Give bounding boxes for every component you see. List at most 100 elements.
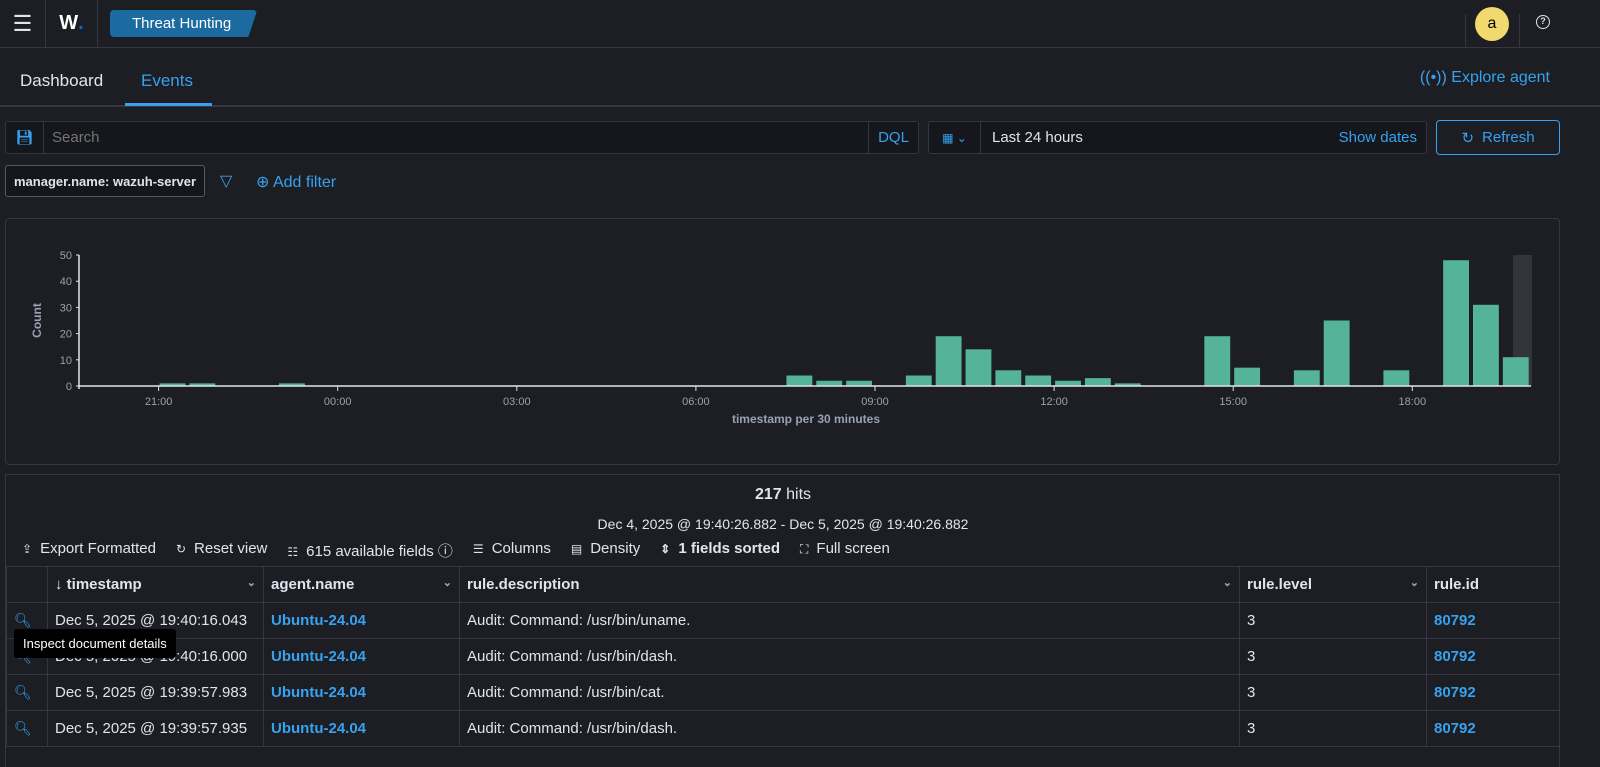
help-icon[interactable]: ?	[1536, 15, 1550, 29]
chevron-down-icon[interactable]: ⌄	[1409, 577, 1419, 589]
export-formatted-button[interactable]: ⇪ Export Formatted	[22, 540, 156, 561]
header-label: rule.level	[1247, 576, 1313, 593]
reset-icon: ↻	[175, 542, 187, 556]
save-query-icon[interactable]: 💾︎	[6, 122, 44, 153]
tooltip: Inspect document details	[14, 629, 176, 658]
x-tick-label: 21:00	[145, 396, 173, 408]
filter-icon[interactable]: ▽	[220, 173, 233, 190]
inspect-cell: 🔍︎	[6, 710, 48, 747]
rule-id-link[interactable]: 80792	[1434, 648, 1476, 665]
chevron-down-icon[interactable]: ⌄	[1222, 577, 1232, 589]
column-header-rule-level[interactable]: rule.level ⌄	[1239, 566, 1427, 603]
reset-label: Reset view	[194, 540, 268, 557]
reset-view-button[interactable]: ↻ Reset view	[176, 540, 267, 561]
bar	[1234, 367, 1261, 386]
tab-events[interactable]: Events	[141, 71, 193, 90]
rule-description-cell: Audit: Command: /usr/bin/dash.	[459, 710, 1240, 747]
wazuh-logo[interactable]: W.	[46, 0, 98, 48]
available-fields-button[interactable]: ☷ 615 available fields ⓘ	[287, 540, 453, 561]
avatar[interactable]: a	[1475, 7, 1509, 41]
sort-icon: ⇕	[660, 542, 671, 556]
chevron-down-icon[interactable]: ⌄	[246, 577, 256, 589]
active-tab-indicator	[125, 103, 212, 106]
inspect-document-icon[interactable]: 🔍︎	[14, 684, 32, 700]
tab-dashboard[interactable]: Dashboard	[20, 71, 104, 90]
events-table: ↓ timestamp ⌄ agent.name ⌄ rule.descriptio…	[6, 566, 1560, 747]
add-filter-label: Add filter	[272, 174, 337, 191]
bar	[816, 380, 843, 386]
refresh-label: Refresh	[1482, 129, 1535, 146]
bar	[1204, 336, 1231, 386]
divider	[1519, 14, 1520, 48]
x-tick-label: 03:00	[503, 396, 531, 408]
antenna-icon: ((•))	[1419, 69, 1452, 86]
rule-level-cell: 3	[1239, 602, 1427, 639]
header-label: rule.id	[1434, 576, 1480, 593]
sort-fields-button[interactable]: ⇕ 1 fields sorted	[660, 540, 780, 561]
breadcrumb[interactable]: Threat Hunting	[110, 10, 258, 37]
sort-label: 1 fields sorted	[678, 540, 781, 557]
column-header-rule-description[interactable]: rule.description ⌄	[459, 566, 1240, 603]
agent-name-cell: Ubuntu-24.04	[263, 710, 460, 747]
explore-agent-button[interactable]: ((•)) Explore agent	[1420, 69, 1550, 87]
columns-button[interactable]: ☰ Columns	[473, 540, 551, 561]
column-header-timestamp[interactable]: ↓ timestamp ⌄	[47, 566, 264, 603]
column-header-agent-name[interactable]: agent.name ⌄	[263, 566, 460, 603]
filter-pill[interactable]: manager.name: wazuh-server	[5, 165, 206, 197]
columns-icon: ☰	[472, 542, 484, 556]
rule-id-link[interactable]: 80792	[1434, 612, 1476, 629]
bar	[189, 383, 216, 386]
header-label: agent.name	[271, 576, 355, 593]
rule-id-link[interactable]: 80792	[1434, 684, 1476, 701]
y-tick-label: 40	[60, 276, 72, 288]
bar	[1383, 370, 1410, 386]
bar	[935, 336, 962, 386]
rule-description-cell: Audit: Command: /usr/bin/uname.	[459, 602, 1240, 639]
rule-level-cell: 3	[1239, 710, 1427, 747]
calendar-icon[interactable]: ▦ ⌄	[929, 122, 981, 153]
inspect-cell: 🔍︎	[6, 674, 48, 711]
timestamp-cell: Dec 5, 2025 @ 19:39:57.983	[47, 674, 264, 711]
histogram-panel: 0 10 20 30 40 50 21:00 00:00 03:00 06:00 09:00 12:0…	[5, 218, 1560, 465]
timestamp-cell: Dec 5, 2025 @ 19:39:57.935	[47, 710, 264, 747]
column-header-rule-id[interactable]: rule.id	[1426, 566, 1560, 603]
agent-link[interactable]: Ubuntu-24.04	[271, 612, 367, 629]
tabs: Dashboard Events	[0, 48, 1600, 107]
time-range[interactable]: Last 24 hours	[992, 129, 1083, 146]
results-panel	[5, 474, 1560, 767]
logo-text: W	[59, 12, 79, 34]
explore-agent-label: Explore agent	[1451, 69, 1550, 86]
bar	[995, 370, 1022, 386]
histogram-chart: 0 10 20 30 40 50 21:00 00:00 03:00 06:00 09:00 12:0…	[30, 250, 1532, 426]
density-label: Density	[590, 540, 641, 557]
x-tick-label: 15:00	[1219, 396, 1247, 408]
refresh-button[interactable]: ↻ Refresh	[1436, 120, 1560, 155]
rule-description-cell: Audit: Command: /usr/bin/cat.	[459, 674, 1240, 711]
y-tick-label: 10	[60, 355, 72, 367]
inspect-document-icon[interactable]: 🔍︎	[14, 612, 32, 628]
bar	[786, 375, 813, 386]
inspect-document-icon[interactable]: 🔍︎	[14, 720, 32, 736]
show-dates-button[interactable]: Show dates	[1338, 129, 1417, 146]
rule-id-link[interactable]: 80792	[1434, 720, 1476, 737]
full-screen-button[interactable]: ⛶ Full screen	[800, 540, 890, 561]
rule-id-cell: 80792	[1426, 638, 1560, 675]
bar	[1443, 260, 1469, 386]
agent-link[interactable]: Ubuntu-24.04	[271, 720, 367, 737]
header-label: rule.description	[467, 576, 580, 593]
search-input[interactable]	[46, 122, 866, 153]
menu-icon[interactable]: ☰	[0, 0, 46, 48]
hits-label: hits	[786, 486, 812, 503]
bar	[965, 349, 992, 386]
dql-button[interactable]: DQL	[868, 122, 918, 153]
add-filter-button[interactable]: ⊕ Add filter	[256, 172, 336, 192]
density-button[interactable]: ▤ Density	[571, 540, 640, 561]
results-toolbar: ⇪ Export Formatted ↻ Reset view ☷ 615 avail…	[22, 540, 890, 561]
agent-link[interactable]: Ubuntu-24.04	[271, 684, 367, 701]
bar	[1084, 378, 1111, 386]
bar	[1114, 383, 1141, 386]
export-label: Export Formatted	[40, 540, 156, 557]
agent-link[interactable]: Ubuntu-24.04	[271, 648, 367, 665]
chevron-down-icon[interactable]: ⌄	[442, 577, 452, 589]
divider	[1465, 14, 1466, 48]
